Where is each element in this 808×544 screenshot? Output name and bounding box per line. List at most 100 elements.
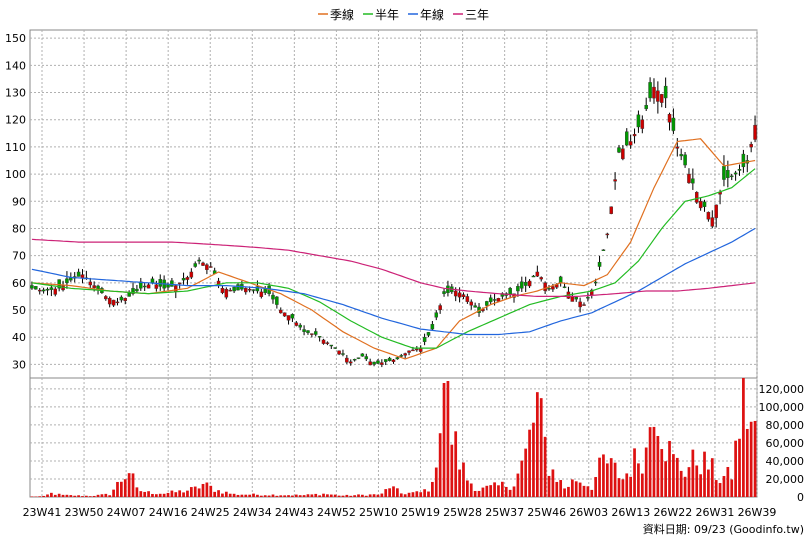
- candle-body: [442, 291, 445, 293]
- volume-bar: [664, 461, 667, 497]
- volume-bar: [707, 470, 710, 497]
- volume-bar: [517, 474, 520, 497]
- volume-bar: [66, 495, 69, 497]
- volume-tick-label: 0: [797, 491, 804, 504]
- volume-bar: [291, 496, 294, 497]
- candle-body: [649, 82, 652, 98]
- volume-bar: [435, 468, 438, 497]
- candle-body: [275, 297, 278, 305]
- volume-bar: [209, 486, 212, 497]
- candle-body: [676, 147, 679, 148]
- candle-body: [50, 288, 53, 290]
- volume-bar: [691, 450, 694, 497]
- candle-body: [664, 86, 667, 98]
- candle-body: [629, 141, 632, 145]
- volume-bar: [649, 427, 652, 497]
- candle-body: [750, 144, 753, 147]
- volume-bar: [244, 495, 247, 497]
- volume-bar: [485, 486, 488, 497]
- candle-body: [520, 282, 523, 289]
- volume-bar: [353, 495, 356, 497]
- volume-bar: [587, 486, 590, 497]
- candle-body: [734, 173, 737, 174]
- volume-bar: [559, 480, 562, 497]
- x-tick-label: 26W03: [569, 506, 608, 519]
- volume-bar: [132, 473, 135, 497]
- legend-label: 三年: [465, 8, 489, 22]
- price-tick-label: 70: [12, 250, 26, 263]
- candle-body: [652, 87, 655, 98]
- candle-body: [598, 262, 601, 266]
- volume-bar: [396, 488, 399, 497]
- volume-bar: [62, 495, 65, 497]
- candle-body: [668, 114, 671, 122]
- candle-body: [532, 276, 535, 277]
- volume-bar: [699, 474, 702, 497]
- candle-body: [454, 291, 457, 296]
- candle-body: [582, 305, 585, 306]
- candle-body: [536, 272, 539, 276]
- price-tick-label: 140: [5, 59, 26, 72]
- x-tick-label: 25W10: [359, 506, 398, 519]
- candle-body: [563, 287, 566, 288]
- candle-body: [485, 301, 488, 305]
- volume-bar: [217, 490, 220, 497]
- candle-body: [388, 358, 391, 361]
- candle-body: [493, 299, 496, 300]
- volume-bar: [307, 494, 310, 497]
- volume-bar: [622, 479, 625, 497]
- volume-bar: [314, 494, 317, 497]
- x-tick-label: 24W52: [317, 506, 356, 519]
- candle-body: [170, 281, 173, 287]
- volume-tick-label: 20,000: [766, 473, 805, 486]
- volume-bar: [688, 467, 691, 497]
- candle-body: [30, 285, 33, 288]
- candle-body: [128, 293, 131, 297]
- candle-body: [466, 296, 469, 301]
- volume-bar: [415, 491, 418, 497]
- volume-bar: [513, 486, 516, 497]
- candle-body: [722, 166, 725, 179]
- candle-body: [151, 279, 154, 283]
- volume-bar: [657, 436, 660, 497]
- x-tick-label: 26W39: [738, 506, 777, 519]
- volume-bar: [408, 493, 411, 497]
- volume-bar: [629, 477, 632, 497]
- candle-body: [248, 289, 251, 290]
- volume-bar: [703, 452, 706, 497]
- volume-bar: [287, 495, 290, 497]
- volume-bar: [120, 482, 123, 497]
- candle-body: [645, 105, 648, 109]
- candle-body: [376, 361, 379, 364]
- volume-bar: [606, 463, 609, 497]
- volume-bar: [174, 492, 177, 497]
- candle-body: [687, 174, 690, 183]
- volume-bar: [505, 487, 508, 497]
- candle-body: [606, 234, 609, 235]
- candle-body: [341, 354, 344, 355]
- volume-bar: [221, 494, 224, 497]
- volume-bar: [299, 495, 302, 497]
- candle-body: [427, 332, 430, 335]
- volume-bar: [431, 482, 434, 497]
- volume-bar: [668, 441, 671, 497]
- volume-bar: [548, 476, 551, 497]
- volume-bar: [750, 422, 753, 497]
- volume-bar: [97, 495, 100, 497]
- volume-bar: [46, 494, 49, 497]
- volume-bar: [139, 491, 142, 497]
- volume-bar: [466, 480, 469, 497]
- volume-bar: [361, 495, 364, 497]
- candle-body: [404, 354, 407, 356]
- candle-body: [116, 302, 119, 303]
- candle-body: [594, 282, 597, 283]
- x-tick-label: 25W19: [401, 506, 440, 519]
- candle-body: [345, 358, 348, 362]
- candle-body: [551, 286, 554, 289]
- volume-bar: [272, 495, 275, 497]
- candle-body: [575, 297, 578, 299]
- volume-bar: [256, 495, 259, 497]
- volume-bar: [742, 378, 745, 497]
- volume-bar: [233, 494, 236, 497]
- candle-body: [108, 298, 111, 304]
